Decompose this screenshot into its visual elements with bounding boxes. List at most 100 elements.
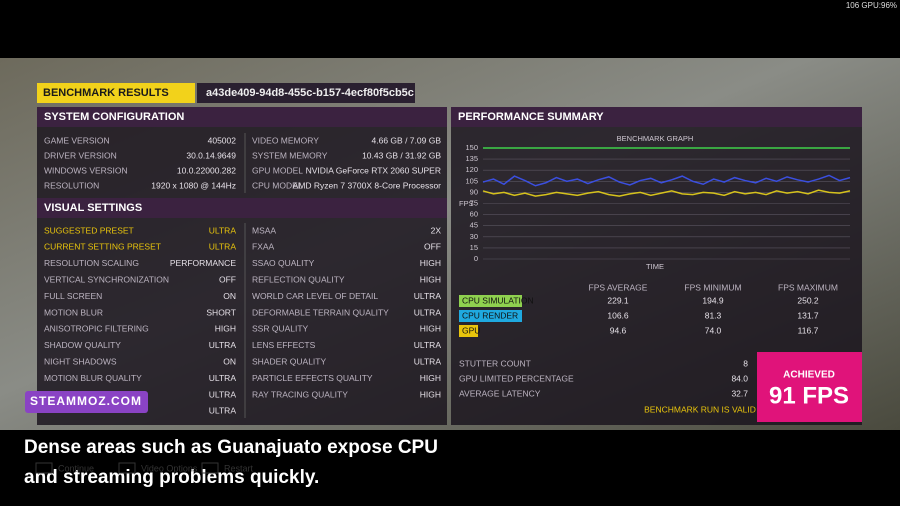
column-header: FPS MAXIMUM [778, 282, 838, 292]
setting-label: SSAO QUALITY [252, 258, 315, 268]
title-box [37, 83, 195, 103]
setting-label: MOTION BLUR [44, 307, 103, 317]
button-key [118, 462, 136, 474]
setting-label: DEFORMABLE TERRAIN QUALITY [252, 307, 389, 317]
setting-value: HIGH [215, 324, 236, 334]
caption: Dense areas such as Guanajuato expose CP… [24, 437, 438, 458]
setting-value: ULTRA [209, 340, 237, 350]
setting-value: ON [223, 291, 236, 301]
y-tick-label: 150 [465, 143, 478, 152]
id-box [197, 83, 415, 103]
setting-label: SHADER QUALITY [252, 356, 326, 366]
setting-label: NIGHT SHADOWS [44, 356, 117, 366]
setting-label: VERTICAL SYNCHRONIZATION [44, 274, 169, 284]
setting-label: SHADOW QUALITY [44, 340, 121, 350]
setting-value: ULTRA [414, 340, 442, 350]
setting-value: ULTRA [209, 225, 237, 235]
setting-value: HIGH [420, 274, 441, 284]
setting-value: ULTRA [414, 356, 442, 366]
section-title: VISUAL SETTINGS [44, 202, 142, 214]
run-id: a43de409-94d8-455c-b157-4ecf80f5cb5c [206, 87, 414, 99]
cell: 116.7 [798, 325, 819, 335]
row-name: GPU [462, 325, 480, 335]
cell: 250.2 [797, 295, 819, 305]
cell: 81.3 [705, 310, 722, 320]
setting-value: 1920 x 1080 @ 144Hz [151, 180, 236, 190]
stat-value: 84.0 [731, 373, 748, 383]
button-key [201, 462, 219, 474]
setting-value: HIGH [420, 389, 441, 399]
cell: 194.9 [702, 295, 724, 305]
setting-value: OFF [424, 242, 441, 252]
cell: 74.0 [705, 325, 722, 335]
button[interactable]: Video Options [141, 463, 198, 473]
setting-label: WORLD CAR LEVEL OF DETAIL [252, 291, 378, 301]
y-tick-label: 90 [470, 187, 478, 196]
y-tick-label: 135 [465, 154, 478, 163]
setting-value: ULTRA [209, 406, 237, 416]
setting-label: RAY TRACING QUALITY [252, 389, 348, 399]
setting-label: GPU MODEL [252, 165, 303, 175]
valid-note: BENCHMARK RUN IS VALID [644, 404, 756, 414]
y-tick-label: 120 [465, 165, 478, 174]
legend-chip [459, 295, 522, 307]
y-axis-label: FPS [459, 199, 474, 208]
legend-chip [459, 310, 522, 322]
setting-value: NVIDIA GeForce RTX 2060 SUPER [306, 165, 441, 175]
setting-value: 4.66 GB / 7.09 GB [372, 135, 442, 145]
overlay: 106 GPU:96% [846, 1, 897, 10]
achieved-label: ACHIEVED [783, 370, 835, 381]
title: BENCHMARK RESULTS [43, 87, 169, 99]
y-tick-label: 30 [470, 232, 478, 241]
y-tick-label: 45 [470, 221, 478, 230]
setting-label: VIDEO MEMORY [252, 135, 319, 145]
setting-label: SSR QUALITY [252, 324, 309, 334]
setting-label: REFLECTION QUALITY [252, 274, 345, 284]
watermark-box [25, 391, 148, 413]
stat-label: AVERAGE LATENCY [459, 388, 541, 398]
setting-value: HIGH [420, 373, 441, 383]
achieved-value: 91 FPS [769, 382, 849, 409]
section-header [37, 198, 447, 218]
setting-value: AMD Ryzen 7 3700X 8-Core Processor [293, 180, 442, 190]
setting-value: 10.43 GB / 31.92 GB [362, 150, 441, 160]
x-axis-label: TIME [646, 262, 664, 271]
setting-value: PERFORMANCE [170, 258, 236, 268]
setting-value: ULTRA [209, 242, 237, 252]
stat-label: GPU LIMITED PERCENTAGE [459, 373, 574, 383]
setting-label: FXAA [252, 242, 275, 252]
setting-label: SUGGESTED PRESET [44, 225, 134, 235]
setting-label: MOTION BLUR QUALITY [44, 373, 142, 383]
setting-value: ULTRA [209, 373, 237, 383]
column-header: FPS AVERAGE [589, 282, 648, 292]
setting-label: CURRENT SETTING PRESET [44, 242, 161, 252]
setting-label: PARTICLE EFFECTS QUALITY [252, 373, 373, 383]
cell: 94.6 [610, 325, 627, 335]
section-header [451, 107, 862, 127]
setting-value: ON [223, 356, 236, 366]
setting-value: HIGH [420, 258, 441, 268]
cell: 229.1 [607, 295, 629, 305]
setting-label: CPU MODEL [252, 180, 303, 190]
setting-value: OFF [219, 274, 236, 284]
y-tick-label: 0 [474, 254, 478, 263]
setting-label: RESOLUTION SCALING [44, 258, 139, 268]
row-name: CPU RENDER [462, 310, 518, 320]
stat-label: STUTTER COUNT [459, 358, 531, 368]
section-title: PERFORMANCE SUMMARY [458, 111, 604, 123]
section-title: SYSTEM CONFIGURATION [44, 111, 184, 123]
left-panel [37, 127, 447, 425]
y-tick-label: 60 [470, 210, 478, 219]
setting-value: 10.0.22000.282 [177, 165, 236, 175]
fps-line [482, 174, 851, 187]
achieved-box [757, 352, 862, 422]
setting-value: 2X [431, 225, 442, 235]
button[interactable]: Restart [224, 463, 254, 473]
y-tick-label: 75 [470, 198, 478, 207]
setting-value: 30.0.14.9649 [186, 150, 236, 160]
section-header [37, 107, 447, 127]
button-key [35, 462, 53, 474]
setting-value: 405002 [208, 135, 237, 145]
button[interactable]: Continue [58, 463, 94, 473]
